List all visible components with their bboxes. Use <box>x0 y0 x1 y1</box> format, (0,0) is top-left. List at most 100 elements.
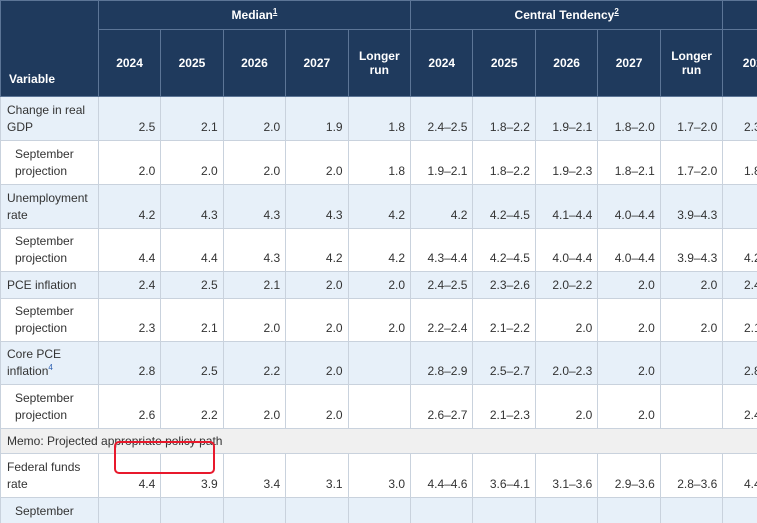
central-tendency-header: Central Tendency2 <box>410 0 724 30</box>
median-cell: 2.9 <box>285 497 349 523</box>
central-tendency-cell <box>659 341 724 385</box>
range-cell: 4.1–4.9 <box>722 497 757 523</box>
central-tendency-cell: 2.8–3.6 <box>659 453 724 498</box>
range-cell: 1.8–2.6 <box>722 140 757 185</box>
median-header: Median1 <box>97 0 412 30</box>
median-cell: 2.1 <box>160 298 224 342</box>
central-tendency-cell: 4.4–4.6 <box>410 453 474 498</box>
median-cell: 4.3 <box>160 184 224 229</box>
row-label-line2: projection <box>15 521 67 523</box>
median-cell: 4.4 <box>97 453 162 498</box>
median-cell: 2.0 <box>285 271 349 299</box>
row-label-line2: projection <box>15 251 68 265</box>
table-row: September projection 4.4 4.4 4.3 4.2 4.2 4.3–4.… <box>0 228 757 272</box>
median-cell: 2.6 <box>97 384 162 429</box>
median-cell: 3.4 <box>160 497 224 523</box>
central-tendency-cell: 2.2–2.4 <box>410 298 474 342</box>
range-cell: 4.2 <box>722 184 757 229</box>
median-cell: 2.4 <box>97 271 162 299</box>
median-cell: 4.2 <box>347 228 412 272</box>
central-tendency-cell: 1.8–2.0 <box>597 96 661 141</box>
median-cell: 4.4 <box>97 228 162 272</box>
median-longer-run: Longer run <box>347 29 412 97</box>
ct-longer-run: Longer run <box>659 29 724 97</box>
central-tendency-cell: 1.8–2.1 <box>597 140 661 185</box>
table-header: Variable Median1 Central Tendency2 2024 … <box>0 0 757 97</box>
median-cell: 2.5 <box>160 341 224 385</box>
median-cell: 1.8 <box>347 96 412 141</box>
central-tendency-cell: 2.0–2.2 <box>534 271 599 299</box>
memo-label: Memo: Projected appropriate policy path <box>0 428 757 454</box>
row-label-line2: GDP <box>7 120 34 134</box>
central-tendency-cell: 2.5–3.5 <box>659 497 724 523</box>
median-cell: 3.1 <box>285 453 349 498</box>
central-tendency-cell: 2.0 <box>597 271 661 299</box>
row-label-line1: September <box>15 147 74 161</box>
median-cell: 2.5 <box>97 96 162 141</box>
table-row: Memo: Projected appropriate policy path <box>0 428 757 454</box>
central-tendency-footnote-link[interactable]: 2 <box>614 7 619 16</box>
central-tendency-cell: 1.7–2.0 <box>659 140 724 185</box>
central-tendency-cell: 3.9–4.3 <box>659 184 724 229</box>
footnote-link[interactable]: 4 <box>48 363 53 372</box>
median-cell: 2.0 <box>285 140 349 185</box>
central-tendency-cell: 2.0 <box>534 384 599 429</box>
range-cell: 2.1–2.7 <box>722 298 757 342</box>
central-tendency-cell: 2.0 <box>597 298 661 342</box>
row-label-line1: September <box>15 304 74 318</box>
median-cell: 2.0 <box>97 140 162 185</box>
table-row: September projection 2.0 2.0 2.0 2.0 1.8 1.9–2.… <box>0 140 757 185</box>
row-label: Change in real GDP <box>0 96 99 141</box>
median-cell: 2.0 <box>222 140 287 185</box>
ct-year-2025: 2025 <box>472 29 536 97</box>
central-tendency-cell: 3.6–4.1 <box>472 453 536 498</box>
median-cell: 4.3 <box>222 184 287 229</box>
median-cell: 2.8 <box>97 341 162 385</box>
row-label: September projection <box>0 497 99 523</box>
row-label: PCE inflation <box>0 271 99 299</box>
row-label-line1: September <box>15 504 74 518</box>
central-tendency-cell <box>659 384 724 429</box>
median-year-2025: 2025 <box>160 29 224 97</box>
median-cell: 4.2 <box>97 184 162 229</box>
range-cell: 2.3–2.7 <box>722 96 757 141</box>
median-cell <box>347 384 412 429</box>
table-row: Unemployment rate 4.2 4.3 4.3 4.3 4.2 4.2 4.2–4.… <box>0 184 757 229</box>
row-label: Federal funds rate <box>0 453 99 498</box>
central-tendency-cell: 2.0 <box>597 341 661 385</box>
median-cell: 3.0 <box>347 453 412 498</box>
ct-year-2026: 2026 <box>534 29 599 97</box>
median-cell: 1.8 <box>347 140 412 185</box>
median-cell: 2.9 <box>347 497 412 523</box>
central-tendency-cell: 3.9–4.3 <box>659 228 724 272</box>
central-tendency-cell: 4.4–4.6 <box>410 497 474 523</box>
table-row: Core PCE inflation4 2.8 2.5 2.2 2.0 2.8–2.9 2.5… <box>0 341 757 385</box>
median-footnote-link[interactable]: 1 <box>272 7 278 16</box>
range-header <box>722 0 757 30</box>
median-cell: 2.5 <box>160 271 224 299</box>
median-year-2024: 2024 <box>97 29 162 97</box>
median-cell: 3.4 <box>222 453 287 498</box>
range-cell: 2.4–2.9 <box>722 384 757 429</box>
central-tendency-cell: 1.9–2.1 <box>534 96 599 141</box>
row-label: Unemployment rate <box>0 184 99 229</box>
row-label-line1: September <box>15 234 74 248</box>
ct-year-2027: 2027 <box>597 29 661 97</box>
row-label: September projection <box>0 298 99 342</box>
row-label: September projection <box>0 384 99 429</box>
median-cell: 2.1 <box>160 96 224 141</box>
central-tendency-cell: 2.0 <box>659 271 724 299</box>
median-cell: 2.3 <box>97 298 162 342</box>
central-tendency-cell: 2.0 <box>534 298 599 342</box>
median-cell: 4.3 <box>222 228 287 272</box>
row-label-line1: Federal funds <box>7 460 81 474</box>
median-cell: 2.0 <box>222 384 287 429</box>
median-cell: 2.0 <box>347 271 412 299</box>
median-cell: 4.3 <box>285 184 349 229</box>
median-cell: 2.0 <box>285 298 349 342</box>
median-cell: 2.0 <box>285 384 349 429</box>
row-label-line2: projection <box>15 164 68 178</box>
row-label: September projection <box>0 140 99 185</box>
